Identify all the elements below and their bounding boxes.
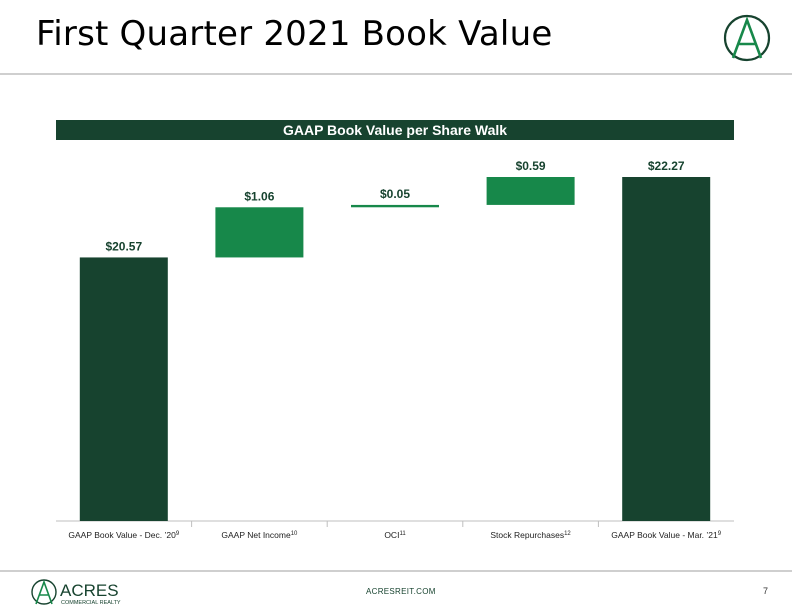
page-title: First Quarter 2021 Book Value: [36, 14, 553, 54]
bar-2: [215, 207, 304, 258]
data-label-3: $0.05: [380, 187, 410, 201]
footer-url-link[interactable]: ACRESREIT.COM: [366, 587, 436, 596]
page-number: 7: [763, 586, 769, 596]
footer-logo-text: ACRES: [60, 581, 119, 600]
bar-3: [351, 204, 439, 208]
data-label-1: $20.57: [105, 239, 142, 253]
footer-divider: [0, 570, 792, 572]
bar-4: [486, 177, 575, 205]
header-divider: [0, 73, 792, 75]
x-tick-label-5: GAAP Book Value - Mar. ’219: [611, 530, 721, 540]
waterfall-chart: $20.57 GAAP Book Value - Dec. ’209 $1.06 GA…: [56, 159, 734, 540]
data-label-2: $1.06: [244, 189, 274, 203]
footer-logo-icon: ACRES COMMERCIAL REALTY: [31, 579, 121, 606]
acres-logo-icon: [723, 14, 771, 62]
x-tick-label-2: GAAP Net Income10: [221, 530, 298, 540]
data-label-5: $22.27: [648, 159, 685, 173]
bar-5: [622, 177, 711, 521]
data-label-4: $0.59: [516, 159, 546, 173]
x-tick-label-3: OCI11: [384, 530, 406, 540]
footer-logo-subtext: COMMERCIAL REALTY: [61, 600, 121, 606]
chart-title: GAAP Book Value per Share Walk: [56, 120, 734, 140]
x-tick-label-4: Stock Repurchases12: [490, 530, 571, 540]
x-tick-label-1: GAAP Book Value - Dec. ’209: [68, 530, 179, 540]
bar-1: [79, 257, 168, 521]
